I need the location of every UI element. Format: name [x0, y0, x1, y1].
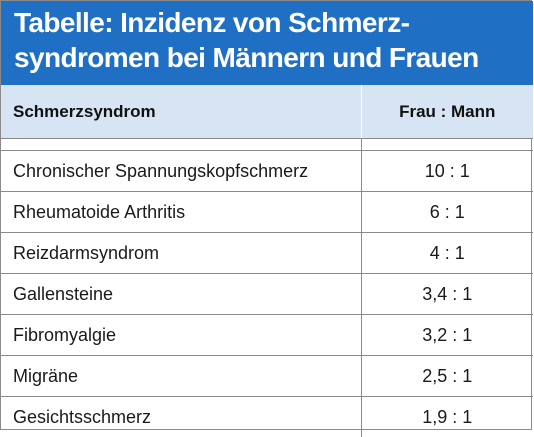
column-header-syndrome: Schmerzsyndrom: [1, 85, 361, 139]
spacer-cell: [1, 139, 361, 151]
ratio-cell: 2,5 : 1: [361, 356, 533, 397]
ratio-cell: 10 : 1: [361, 151, 533, 192]
ratio-cell: 6 : 1: [361, 192, 533, 233]
table-title: Tabelle: Inzidenz von Schmerz- syndromen…: [14, 5, 524, 75]
table-row: Rheumatoide Arthritis 6 : 1: [1, 192, 533, 233]
column-header-ratio: Frau : Mann: [361, 85, 533, 139]
ratio-cell: 1,9 : 1: [361, 397, 533, 437]
syndrome-cell: Gesichtsschmerz: [1, 397, 361, 437]
header-row: Schmerzsyndrom Frau : Mann: [1, 85, 533, 139]
incidence-table: Schmerzsyndrom Frau : Mann Chronischer S…: [1, 85, 533, 437]
ratio-cell: 3,2 : 1: [361, 315, 533, 356]
syndrome-cell: Chronischer Spannungskopfschmerz: [1, 151, 361, 192]
table-row: Chronischer Spannungskopfschmerz 10 : 1: [1, 151, 533, 192]
header-spacer: [1, 139, 533, 151]
title-band: Tabelle: Inzidenz von Schmerz- syndromen…: [1, 1, 533, 85]
table-row: Migräne 2,5 : 1: [1, 356, 533, 397]
syndrome-cell: Migräne: [1, 356, 361, 397]
syndrome-cell: Reizdarmsyndrom: [1, 233, 361, 274]
table-row: Gallensteine 3,4 : 1: [1, 274, 533, 315]
syndrome-cell: Fibromyalgie: [1, 315, 361, 356]
table-row: Reizdarmsyndrom 4 : 1: [1, 233, 533, 274]
ratio-cell: 3,4 : 1: [361, 274, 533, 315]
table-row: Fibromyalgie 3,2 : 1: [1, 315, 533, 356]
syndrome-cell: Gallensteine: [1, 274, 361, 315]
table-row: Gesichtsschmerz 1,9 : 1: [1, 397, 533, 437]
spacer-cell: [361, 139, 533, 151]
syndrome-cell: Rheumatoide Arthritis: [1, 192, 361, 233]
ratio-cell: 4 : 1: [361, 233, 533, 274]
